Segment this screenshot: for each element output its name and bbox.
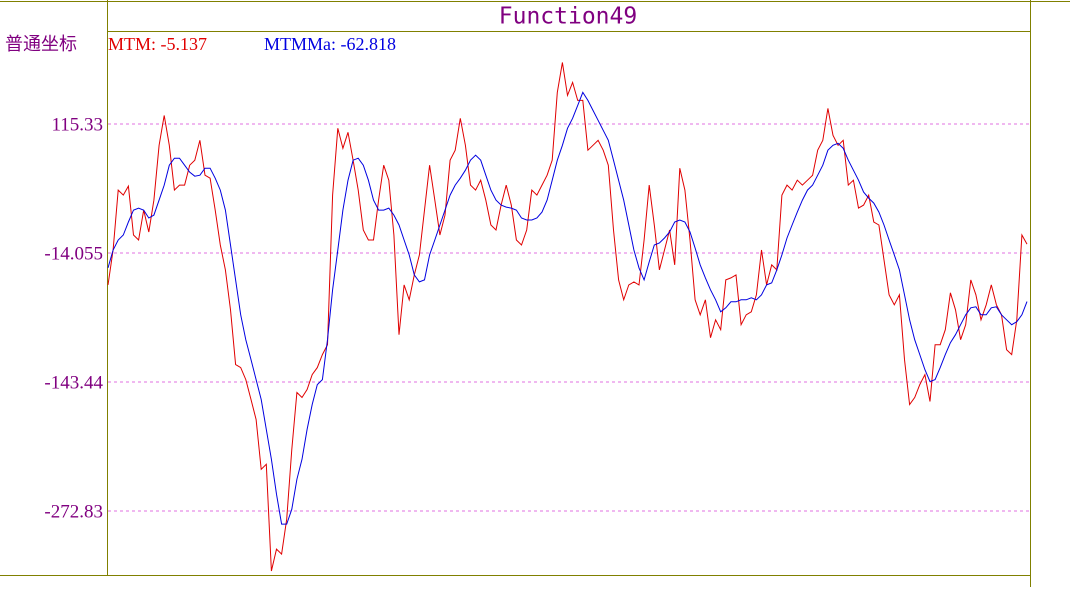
y-tick-label: -14.055 bbox=[44, 243, 103, 264]
series-line bbox=[107, 62, 1028, 572]
scale-label: 普通坐标 bbox=[5, 34, 77, 54]
chart-title: Function49 bbox=[499, 4, 637, 30]
y-tick-label: -272.83 bbox=[44, 501, 103, 522]
y-tick-label: 115.33 bbox=[51, 114, 103, 135]
y-tick-label: -143.44 bbox=[44, 372, 103, 393]
legend-entry: MTM: -5.137 bbox=[108, 34, 207, 54]
series-line bbox=[107, 91, 1028, 525]
legend-entry: MTMMa: -62.818 bbox=[264, 34, 396, 54]
